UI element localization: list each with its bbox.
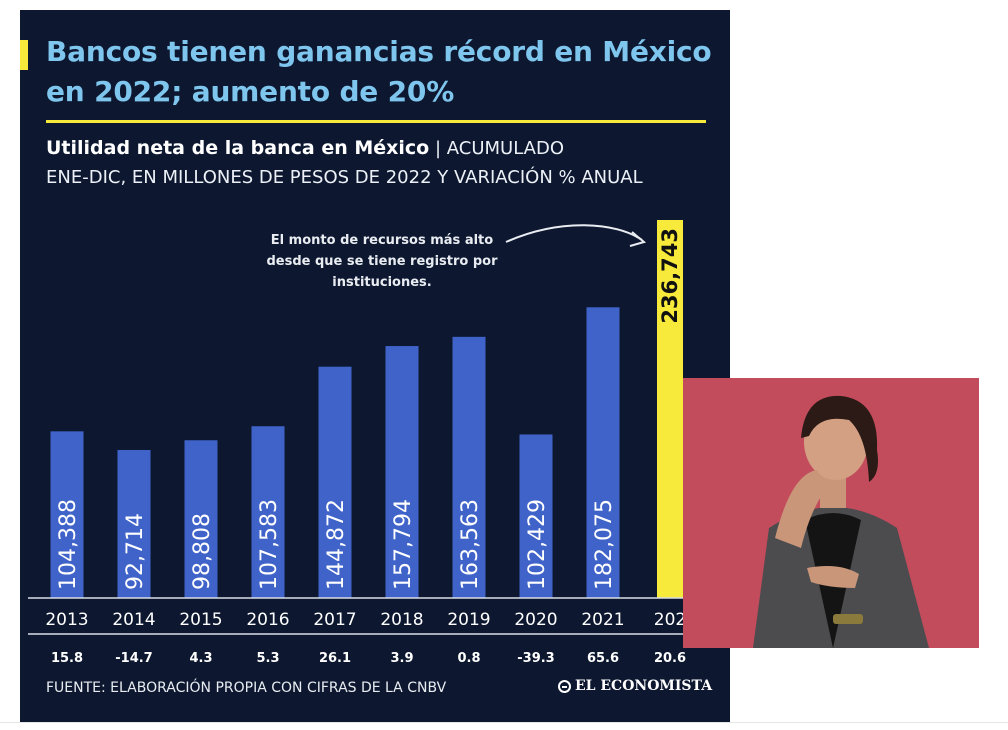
brand-icon <box>558 679 571 693</box>
bar-2015 <box>184 440 218 598</box>
value-label-2019: 163,563 <box>458 499 483 590</box>
bar-2018 <box>385 346 419 598</box>
x-tick-2020: 2020 <box>514 610 557 630</box>
variation-2017: 26.1 <box>319 651 351 666</box>
variation-2021: 65.6 <box>587 651 619 666</box>
value-label-2018: 157,794 <box>391 499 416 590</box>
x-tick-2019: 2019 <box>447 610 490 630</box>
bar-2017 <box>318 366 352 598</box>
value-label-2013: 104,388 <box>56 499 81 590</box>
variation-2019: 0.8 <box>457 651 480 666</box>
infographic-panel: Bancos tienen ganancias récord en México… <box>20 10 730 722</box>
value-label-2016: 107,583 <box>257 499 282 590</box>
title-divider <box>46 120 706 123</box>
subtitle-separator: | <box>434 138 442 159</box>
variation-2016: 5.3 <box>256 651 279 666</box>
chart-title: Bancos tienen ganancias récord en México… <box>46 35 712 108</box>
x-tick-2018: 2018 <box>380 610 423 630</box>
x-tick-2013: 2013 <box>45 610 88 630</box>
x-tick-2015: 2015 <box>179 610 222 630</box>
subtitle-unit-line-1: ACUMULADO <box>446 138 565 159</box>
bar-2019 <box>452 336 486 598</box>
variation-2020: -39.3 <box>517 651 554 666</box>
bar-2022 <box>657 220 683 598</box>
bar-chart: 104,388 92,714 98,808 107,583 144,872 157,794… <box>28 220 720 666</box>
annotation-arrow <box>505 224 647 247</box>
x-tick-2022: 202 <box>654 610 686 630</box>
value-label-2015: 98,808 <box>190 513 215 590</box>
subtitle-unit-line-2: ENE-DIC, EN MILLONES DE PESOS DE 2022 Y … <box>46 167 643 188</box>
value-label-2021: 182,075 <box>592 499 617 590</box>
source-note: FUENTE: ELABORACIÓN PROPIA CON CIFRAS DE… <box>46 680 447 696</box>
x-tick-2017: 2017 <box>313 610 356 630</box>
bar-2016 <box>251 426 285 598</box>
bar-2021 <box>586 307 620 598</box>
variation-2013: 15.8 <box>51 651 83 666</box>
variation-2018: 3.9 <box>390 651 413 666</box>
brand-logo: EL ECONOMISTA <box>558 678 712 694</box>
variation-2015: 4.3 <box>189 651 212 666</box>
x-tick-2021: 2021 <box>581 610 624 630</box>
title-accent-bar <box>20 40 28 70</box>
brand-name: EL ECONOMISTA <box>575 678 713 694</box>
subtitle-main: Utilidad neta de la banca en México <box>46 137 430 159</box>
sign-language-interpreter-video <box>683 378 979 648</box>
x-tick-2016: 2016 <box>246 610 289 630</box>
value-label-2020: 102,429 <box>525 499 550 590</box>
bar-2020 <box>519 434 553 598</box>
variation-2022: 20.6 <box>654 651 686 666</box>
page-divider <box>0 722 1008 723</box>
value-label-2014: 92,714 <box>123 513 148 590</box>
chart-subtitle: Utilidad neta de la banca en México | AC… <box>46 134 726 192</box>
value-label-2022: 236,743 <box>658 228 682 324</box>
annotation-text: El monto de recursos más alto desde que … <box>266 233 498 290</box>
interpreter-figure <box>683 378 979 648</box>
bar-2013 <box>50 431 84 598</box>
value-label-2017: 144,872 <box>324 499 349 590</box>
x-tick-2014: 2014 <box>112 610 155 630</box>
bar-2014 <box>117 449 151 598</box>
variation-2014: -14.7 <box>115 651 152 666</box>
